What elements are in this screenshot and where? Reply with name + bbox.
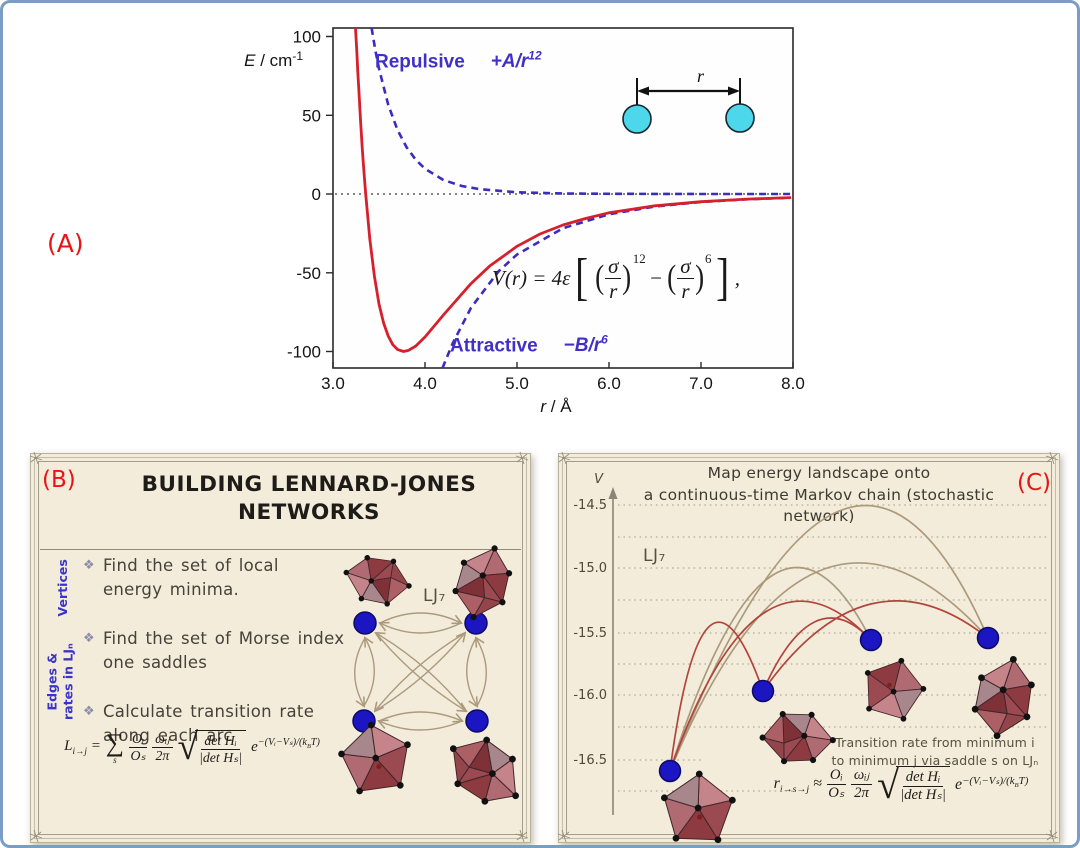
rate-formula-c: ri→s→j ≈ Oᵢ Oₛ ωᵢⱼ 2π √ det Hᵢ |det Hₛ| e −(V…	[745, 764, 1057, 804]
occupancy-fraction: Oᵢ Oₛ	[826, 767, 846, 802]
equation-lhs: V(r) = 4ε	[492, 266, 571, 291]
y-axis-ticks	[326, 35, 333, 353]
arrow-right-head	[728, 86, 740, 96]
attractive-annotation: Attractive −B/r6	[450, 333, 608, 357]
note-line1: Transition rate from minimum i	[835, 735, 1035, 750]
sidebar-edges-label: Edges & rates in LJₙ	[44, 643, 75, 720]
boltzmann-factor: e −(Vᵢ−Vₛ)/(kBT)	[251, 737, 320, 756]
diamond-bullet-icon: ❖	[83, 558, 95, 573]
atom-pair-sketch: r	[622, 66, 755, 134]
y-tick-0: 0	[312, 185, 321, 204]
frequency-fraction: ωᵢⱼ 2π	[152, 731, 173, 764]
panel-b-title: BUILDING LENNARD-JONES NETWORKS	[89, 471, 529, 527]
lj-potential-plot: 100 50 0 -50 -100 3.0 4.0 5.0 6.0 7.0 8.…	[244, 27, 805, 416]
bullet-item: ❖ Find the set of Morse index one saddle…	[83, 627, 345, 675]
diamond-bullet-icon: ❖	[83, 630, 95, 646]
x-tick-6: 6.0	[597, 374, 621, 393]
summation-symbol: ∑ s	[105, 727, 125, 765]
distance-r-label: r	[697, 66, 705, 86]
attractive-term: −B/r6	[563, 333, 608, 357]
attractive-word: Attractive	[450, 335, 538, 357]
panel-b-slide: (B) BUILDING LENNARD-JONES NETWORKS Vert…	[30, 453, 531, 843]
y-tick-50: 50	[302, 106, 321, 125]
x-axis-ticks	[332, 362, 794, 368]
sqrt-hessian-term: √ det Hᵢ |det Hₛ|	[178, 729, 247, 766]
panel-c-label: (C)	[1017, 470, 1052, 496]
atom-icon	[725, 103, 755, 133]
sidebar-vertices-label: Vertices	[55, 559, 71, 617]
x-tick-8: 8.0	[781, 374, 805, 393]
y-tick-m100: -100	[287, 343, 321, 362]
bullet-text: Find the set of Morse index one saddles	[102, 628, 345, 672]
left-bracket: [	[575, 249, 589, 307]
panel-c-slide: (C) Map energy landscape onto a continuo…	[558, 453, 1060, 843]
y-tick-m50: -50	[296, 264, 321, 283]
plot-frame	[332, 27, 794, 369]
transition-rate-note: Transition rate from minimum i to minimu…	[814, 734, 1056, 769]
panel-b-title-line2: NETWORKS	[237, 499, 381, 525]
panel-c-title-line2: a continuous-time Markov chain (stochast…	[643, 485, 995, 526]
repulsive-annotation: Repulsive +A/r12	[375, 49, 542, 73]
frequency-fraction: ωᵢⱼ 2π	[850, 767, 873, 802]
arrow-left-head	[637, 86, 649, 96]
formula-lhs: Li→j =	[64, 738, 101, 758]
diamond-bullet-icon: ❖	[83, 703, 95, 719]
panel-a-label: (A)	[47, 229, 84, 258]
x-tick-3: 3.0	[321, 374, 345, 393]
occupancy-fraction: Oᵢ Oₛ	[129, 731, 148, 764]
y-tick-100: 100	[293, 28, 321, 47]
panel-b-title-line1: BUILDING LENNARD-JONES	[141, 472, 477, 497]
comma: ,	[734, 266, 741, 291]
panel-b-label: (B)	[42, 467, 76, 493]
formula-lhs: ri→s→j ≈	[773, 774, 822, 796]
atom-icon	[622, 104, 652, 134]
x-axis-title: r / Å	[540, 397, 572, 416]
minus-sign: −	[648, 266, 663, 291]
right-bracket: ]	[716, 249, 730, 307]
repulsive-word: Repulsive	[375, 51, 465, 73]
x-tick-4: 4.0	[413, 374, 437, 393]
sqrt-hessian-term: √ det Hᵢ |det Hₛ|	[877, 764, 950, 804]
x-tick-5: 5.0	[505, 374, 529, 393]
x-tick-7: 7.0	[689, 374, 713, 393]
panel-b-divider	[40, 549, 521, 550]
panel-c-title: Map energy landscape onto a continuous-t…	[629, 463, 1009, 528]
bullet-item: ❖ Find the set of local energy minima.	[83, 554, 345, 602]
bullet-text: Find the set of local energy minima.	[102, 556, 279, 599]
panel-c-title-line1: Map energy landscape onto	[707, 464, 931, 482]
y-axis-title: E / cm-1	[244, 49, 303, 70]
rate-formula-b: Li→j = ∑ s Oᵢ Oₛ ωᵢⱼ 2π √ det Hᵢ |det Hₛ| e −(…	[37, 727, 347, 766]
repulsive-term: +A/r12	[490, 49, 542, 73]
boltzmann-factor: e −(Vᵢ−Vₛ)/(kBT)	[954, 774, 1029, 793]
